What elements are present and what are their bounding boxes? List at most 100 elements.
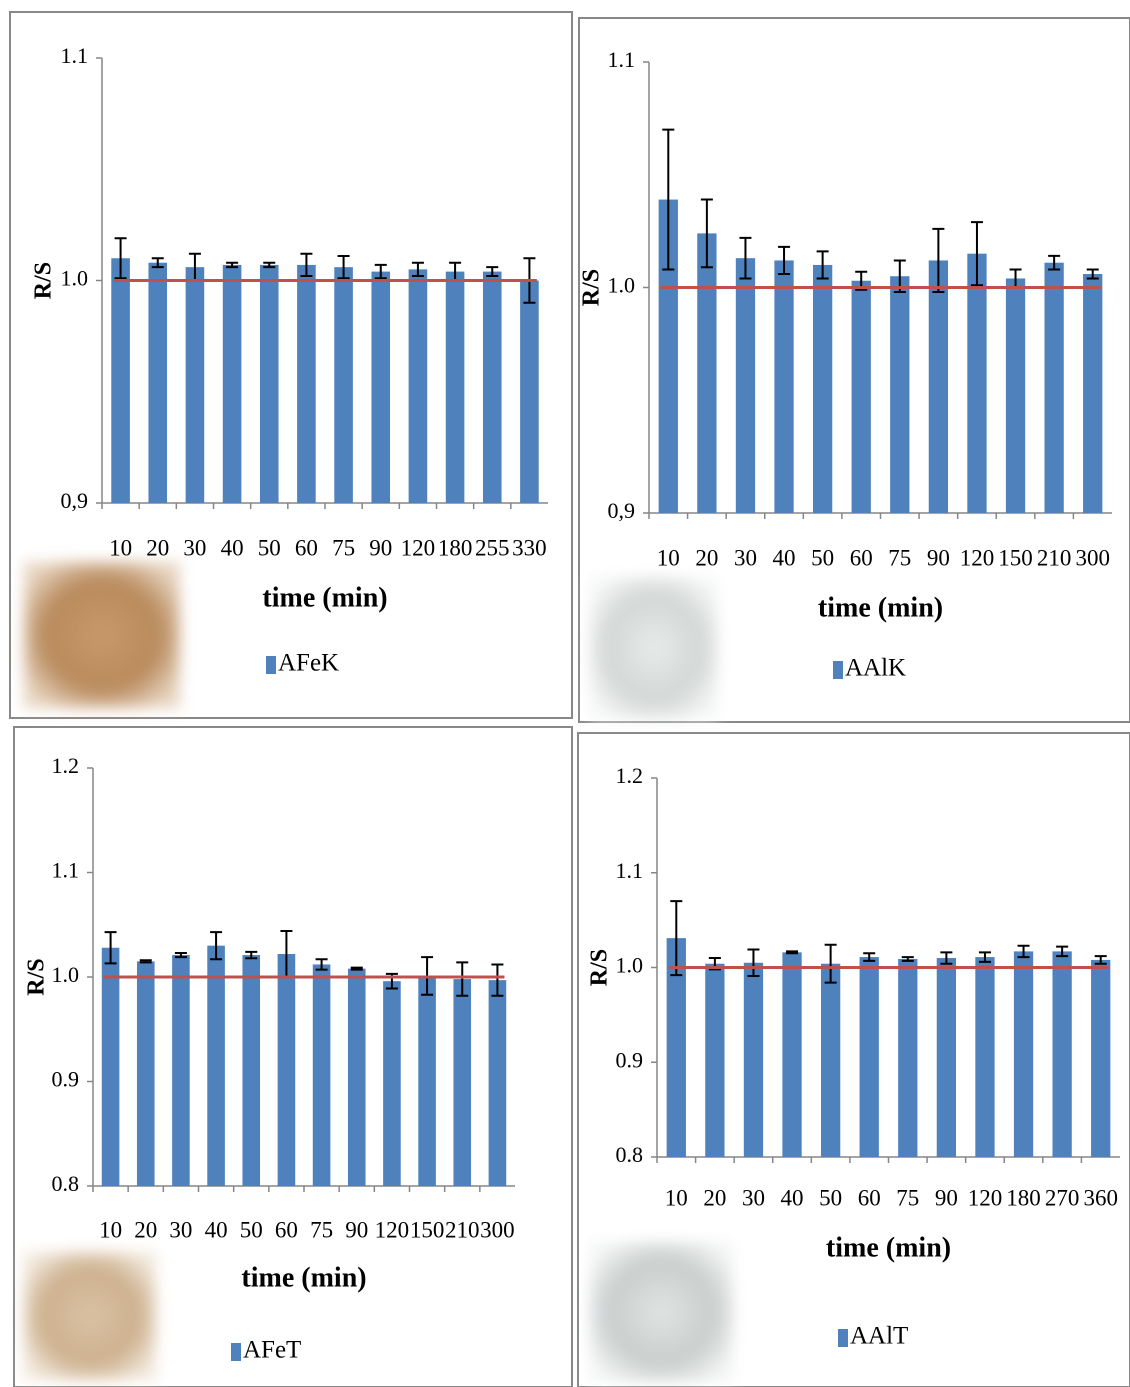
x-tick-label: 150 [998, 545, 1033, 570]
bar [774, 260, 793, 513]
x-tick-label: 90 [345, 1217, 368, 1242]
bar [697, 233, 716, 513]
x-tick-label: 30 [183, 535, 206, 560]
x-tick-label: 90 [369, 535, 392, 560]
y-tick-label: 1.2 [52, 753, 80, 778]
error-bar [786, 951, 798, 953]
bar [782, 952, 801, 1157]
y-tick-label: 1.0 [616, 953, 644, 978]
x-tick-label: 40 [773, 545, 796, 570]
bar [334, 267, 353, 503]
x-tick-label: 75 [332, 535, 355, 560]
bar [744, 963, 763, 1157]
bar [137, 961, 155, 1186]
bar [489, 980, 507, 1186]
x-tick-label: 90 [927, 545, 950, 570]
bar [1014, 951, 1033, 1157]
bar [1044, 263, 1063, 513]
sample-photo [590, 1242, 733, 1382]
x-tick-label: 30 [734, 545, 757, 570]
x-tick-label: 120 [960, 545, 995, 570]
figure: 0,91.01.11020304050607590120180255330AFe… [0, 0, 1130, 1387]
bar [520, 281, 539, 504]
x-tick-label: 150 [410, 1217, 445, 1242]
x-tick-label: 270 [1045, 1185, 1080, 1210]
x-tick-label: 40 [205, 1217, 228, 1242]
y-tick-label: 0,9 [61, 488, 89, 513]
bar [260, 265, 279, 503]
x-tick-label: 210 [1037, 545, 1072, 570]
x-tick-label: 75 [896, 1185, 919, 1210]
legend-label: AAlT [850, 1323, 908, 1350]
bar [705, 964, 724, 1157]
legend-swatch [833, 661, 843, 679]
bar [1052, 951, 1071, 1157]
x-tick-label: 10 [657, 545, 680, 570]
x-tick-label: 20 [703, 1185, 726, 1210]
x-tick-label: 20 [695, 545, 718, 570]
x-tick-label: 120 [968, 1185, 1003, 1210]
bar [348, 969, 366, 1186]
bar [313, 964, 331, 1186]
x-tick-label: 10 [99, 1217, 122, 1242]
bar [852, 281, 871, 513]
y-tick-label: 1.0 [608, 273, 636, 298]
bar [975, 957, 994, 1157]
x-tick-label: 50 [240, 1217, 263, 1242]
sample-photo [590, 577, 718, 719]
y-tick-label: 0.8 [52, 1171, 80, 1196]
bar [148, 263, 167, 503]
x-axis-label: time (min) [826, 1232, 951, 1263]
legend-label: AFeT [243, 1337, 301, 1364]
y-axis-label: R/S [587, 949, 613, 986]
bar [736, 258, 755, 513]
legend-label: AAlK [845, 655, 906, 682]
bar [409, 269, 428, 503]
x-tick-label: 90 [935, 1185, 958, 1210]
bar [929, 260, 948, 513]
bar [186, 267, 205, 503]
bar [371, 272, 390, 503]
x-tick-label: 120 [401, 535, 436, 560]
x-tick-label: 60 [295, 535, 318, 560]
bar [278, 954, 296, 1186]
bar [898, 959, 917, 1157]
bar [813, 265, 832, 513]
x-tick-label: 255 [475, 535, 510, 560]
x-tick-label: 180 [1006, 1185, 1041, 1210]
bar [1091, 960, 1110, 1157]
x-tick-label: 40 [781, 1185, 804, 1210]
x-tick-label: 75 [310, 1217, 333, 1242]
page: {"chart_data": [ {"type": "bar", "x_labe… [0, 0, 1130, 1387]
x-tick-label: 300 [1075, 545, 1110, 570]
y-tick-label: 1.1 [52, 858, 80, 883]
y-axis-label: R/S [31, 262, 57, 299]
bar [446, 272, 465, 503]
legend-swatch [838, 1329, 848, 1347]
x-tick-label: 60 [275, 1217, 298, 1242]
x-tick-label: 300 [480, 1217, 515, 1242]
bar [242, 955, 260, 1186]
x-tick-label: 40 [221, 535, 244, 560]
y-tick-label: 1.2 [616, 763, 644, 788]
x-tick-label: 20 [146, 535, 169, 560]
y-tick-label: 1.1 [616, 858, 644, 883]
x-tick-label: 75 [888, 545, 911, 570]
bar [821, 964, 840, 1157]
bar [860, 957, 879, 1157]
legend-label: AFeK [278, 650, 339, 677]
x-tick-label: 50 [258, 535, 281, 560]
x-tick-label: 10 [109, 535, 132, 560]
bar [172, 955, 190, 1186]
x-tick-label: 30 [169, 1217, 192, 1242]
y-tick-label: 0.9 [616, 1047, 644, 1072]
y-tick-label: 1.1 [608, 47, 636, 72]
x-tick-label: 50 [819, 1185, 842, 1210]
x-tick-label: 10 [665, 1185, 688, 1210]
y-axis-label: R/S [24, 958, 50, 995]
y-tick-label: 1.0 [61, 266, 89, 291]
x-tick-label: 180 [438, 535, 473, 560]
bar [383, 981, 401, 1186]
bar [937, 958, 956, 1157]
x-axis-label: time (min) [241, 1262, 366, 1293]
